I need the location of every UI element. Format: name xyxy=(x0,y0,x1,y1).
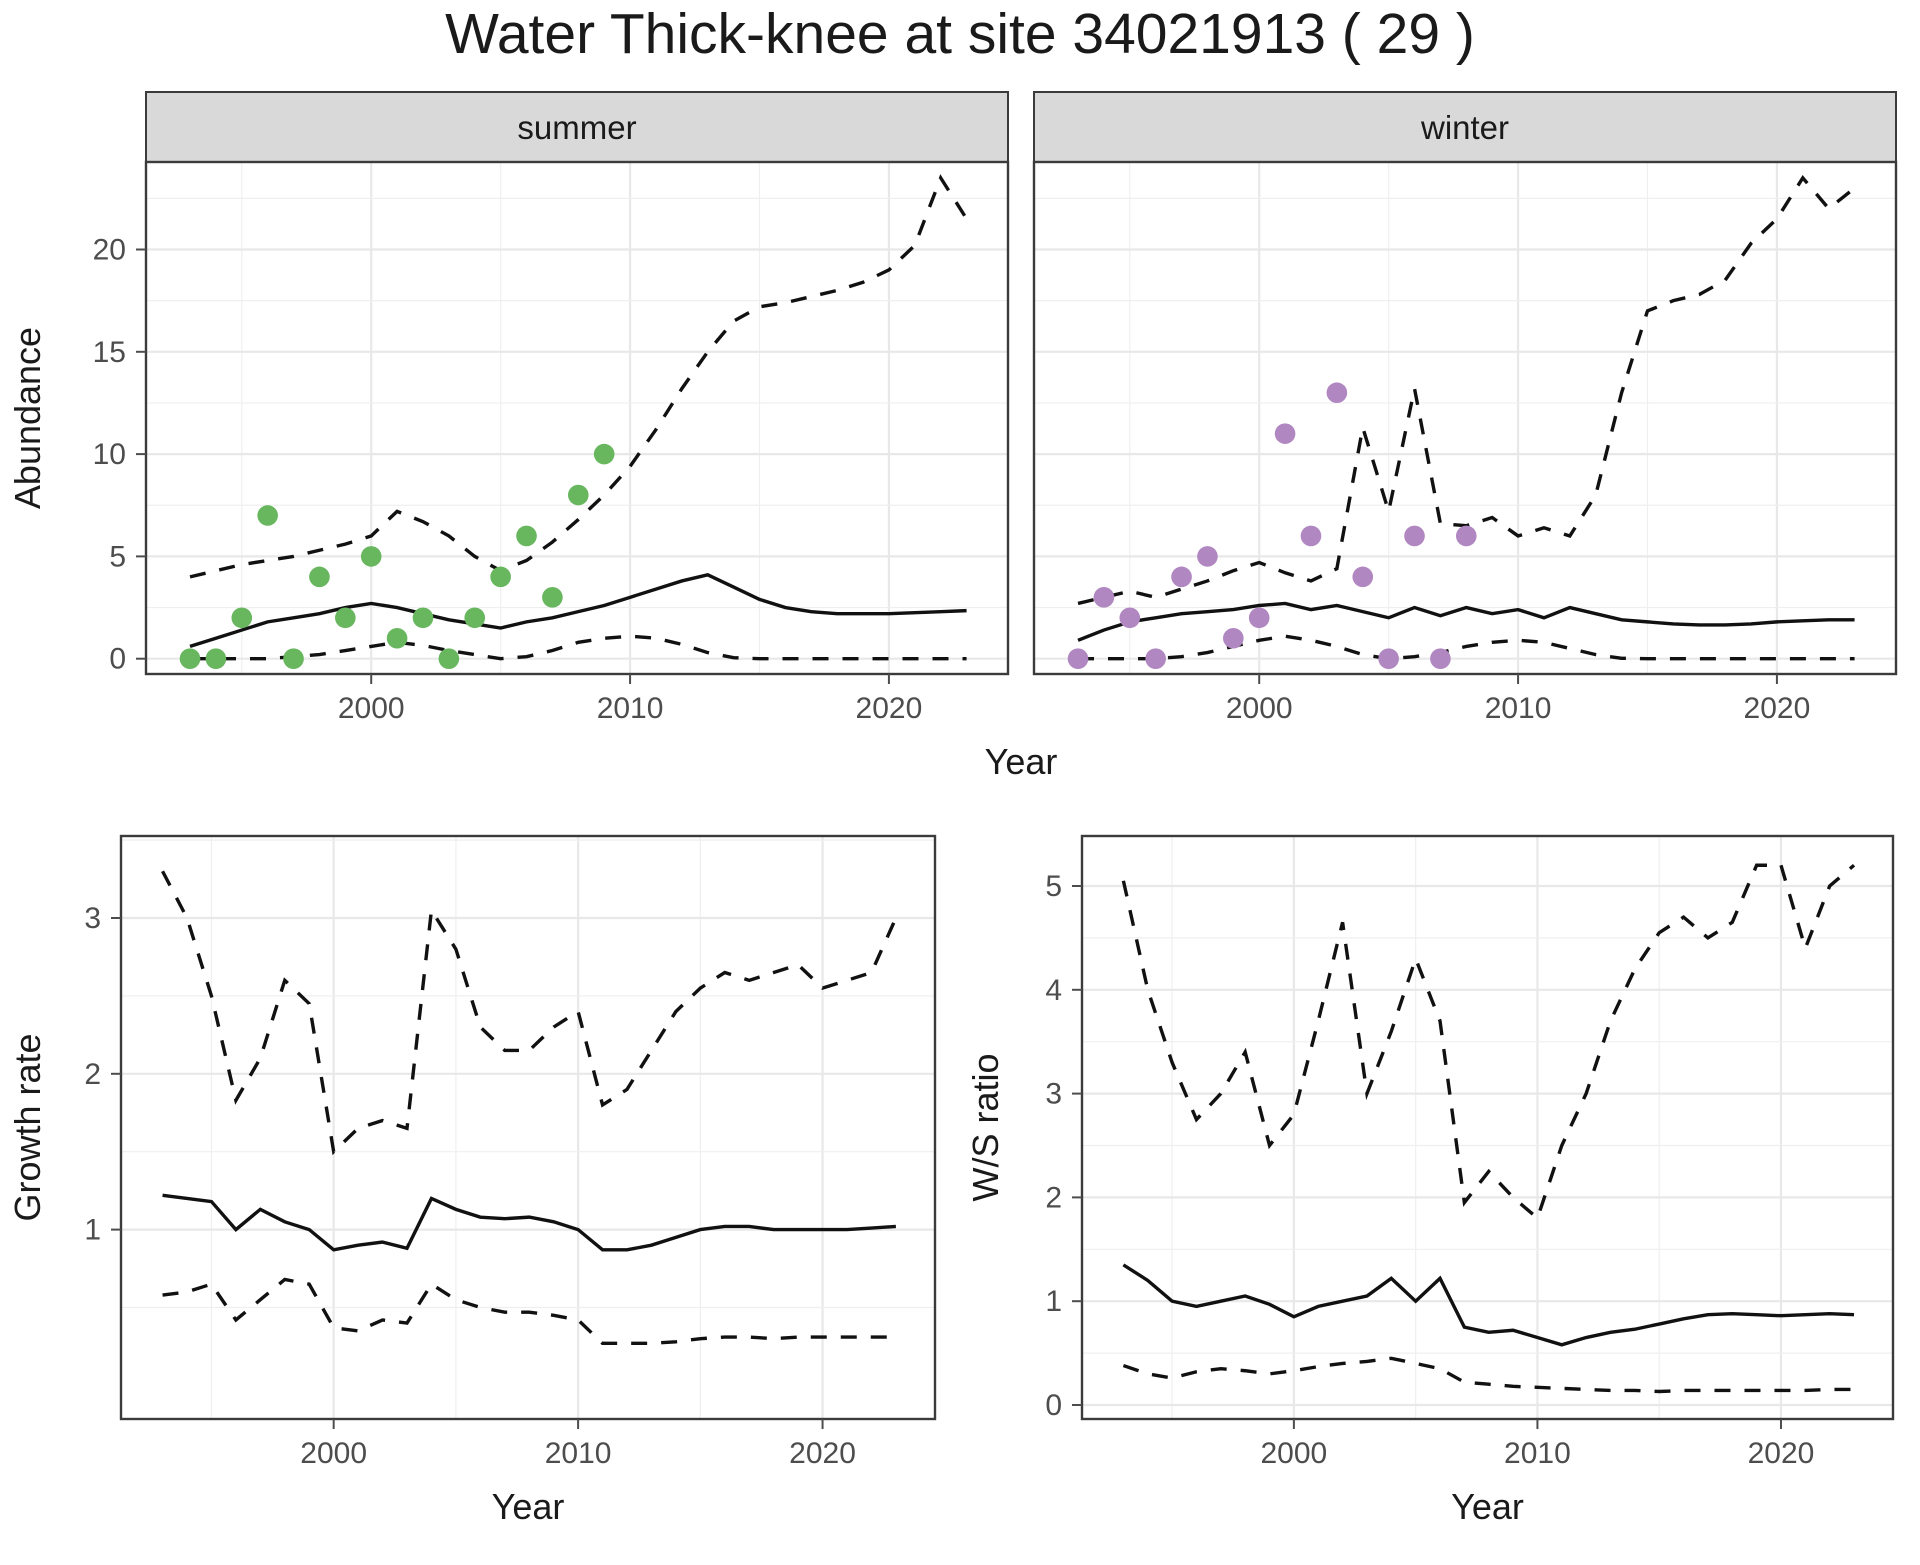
svg-text:summer: summer xyxy=(517,109,636,146)
svg-text:2010: 2010 xyxy=(545,1437,612,1470)
svg-text:5: 5 xyxy=(109,540,126,573)
svg-text:Year: Year xyxy=(1451,1486,1524,1527)
svg-text:20: 20 xyxy=(93,234,126,267)
svg-text:2020: 2020 xyxy=(789,1437,856,1470)
svg-text:Water Thick-knee at site 34021: Water Thick-knee at site 34021913 ( 29 ) xyxy=(445,2,1475,66)
svg-text:2010: 2010 xyxy=(597,692,664,725)
svg-text:winter: winter xyxy=(1420,109,1509,146)
svg-text:2010: 2010 xyxy=(1485,692,1552,725)
svg-text:3: 3 xyxy=(84,902,101,935)
svg-text:Abundance: Abundance xyxy=(7,327,48,509)
svg-text:Year: Year xyxy=(985,741,1058,782)
svg-text:2010: 2010 xyxy=(1504,1437,1571,1470)
svg-text:3: 3 xyxy=(1045,1078,1062,1111)
svg-text:2020: 2020 xyxy=(1748,1437,1815,1470)
svg-text:2020: 2020 xyxy=(1744,692,1811,725)
svg-text:Growth rate: Growth rate xyxy=(7,1033,48,1221)
svg-text:1: 1 xyxy=(84,1214,101,1247)
svg-text:1: 1 xyxy=(1045,1285,1062,1318)
svg-text:W/S ratio: W/S ratio xyxy=(965,1053,1006,1201)
svg-text:5: 5 xyxy=(1045,870,1062,903)
svg-text:2000: 2000 xyxy=(1261,1437,1328,1470)
svg-text:15: 15 xyxy=(93,336,126,369)
svg-text:2: 2 xyxy=(84,1058,101,1091)
svg-text:0: 0 xyxy=(1045,1389,1062,1422)
svg-text:Year: Year xyxy=(492,1486,565,1527)
svg-text:4: 4 xyxy=(1045,974,1062,1007)
svg-text:2000: 2000 xyxy=(338,692,405,725)
svg-text:2000: 2000 xyxy=(1226,692,1293,725)
svg-text:2020: 2020 xyxy=(856,692,923,725)
svg-text:0: 0 xyxy=(109,643,126,676)
svg-text:10: 10 xyxy=(93,438,126,471)
svg-text:2: 2 xyxy=(1045,1181,1062,1214)
svg-text:2000: 2000 xyxy=(300,1437,367,1470)
